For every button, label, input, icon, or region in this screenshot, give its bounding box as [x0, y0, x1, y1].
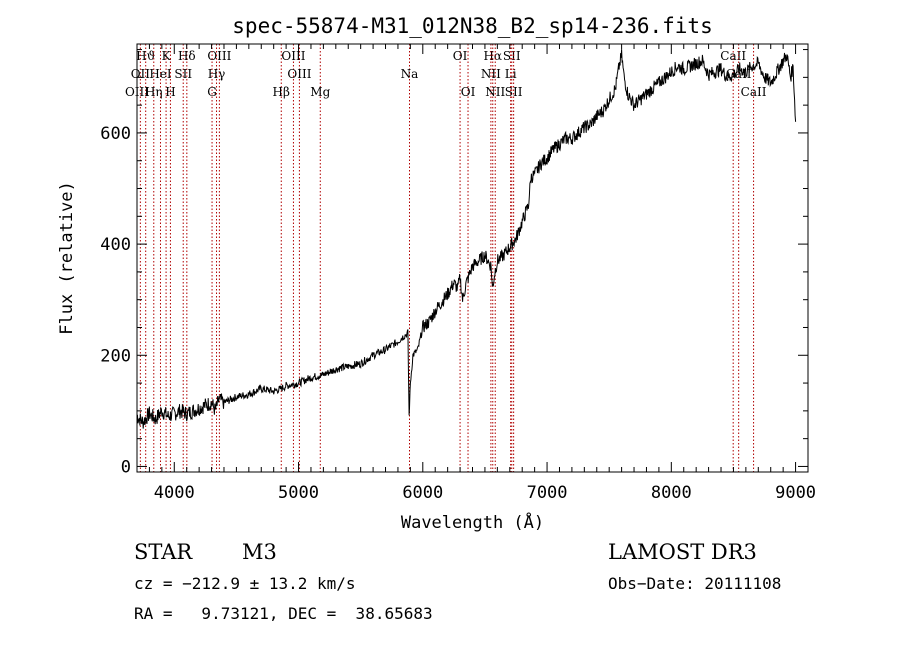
y-tick-label: 0	[121, 457, 131, 477]
line-label-24: SII	[505, 85, 523, 99]
line-label-20: SII	[503, 49, 521, 63]
series-group	[136, 49, 797, 429]
y-tick-label: 600	[100, 124, 131, 144]
survey-name: LAMOST DR3	[608, 540, 757, 564]
x-tick-label: 4000	[154, 483, 195, 503]
x-tick-label: 8000	[651, 483, 692, 503]
line-label-15: Mg	[310, 85, 330, 99]
line-label-17: OI	[453, 49, 468, 63]
chart-title: spec-55874-M31_012N38_B2_sp14-236.fits	[232, 14, 712, 38]
x-tick-label: 7000	[527, 483, 568, 503]
line-label-4: HeI	[149, 67, 172, 81]
coordinates: RA = 9.73121, DEC = 38.65683	[134, 604, 433, 623]
x-axis-label: Wavelength (Å)	[401, 511, 544, 533]
line-label-23: NII	[485, 85, 505, 99]
line-label-19: Hα	[483, 49, 502, 63]
line-label-27: CaII	[741, 85, 767, 99]
line-label-16: Na	[401, 67, 419, 81]
line-label-5: Hη	[145, 85, 163, 99]
line-label-10: Hγ	[208, 67, 226, 81]
line-label-11: G	[207, 85, 217, 99]
line-label-1: OII	[131, 67, 151, 81]
observation-date: Obs−Date: 20111108	[608, 574, 782, 593]
line-label-6: Hδ	[178, 49, 196, 63]
line-label-8: H	[165, 85, 175, 99]
series-line-0	[136, 49, 797, 429]
object-subclass: M3	[242, 540, 277, 564]
line-label-7: SII	[174, 67, 192, 81]
line-label-21: NII	[481, 67, 501, 81]
redshift-cz: cz = −212.9 ± 13.2 km/s	[134, 574, 356, 593]
line-label-25: CaII	[720, 49, 746, 63]
axes-group: 4000 5000 6000 7000 8000 9000 0 200 400 600	[100, 43, 816, 503]
line-label-18: OI	[461, 85, 476, 99]
object-class: STAR	[134, 540, 193, 564]
line-label-22: Li	[505, 67, 517, 81]
x-tick-label: 9000	[775, 483, 816, 503]
x-tick-label: 6000	[402, 483, 443, 503]
y-tick-label: 400	[100, 235, 131, 255]
line-label-14: Hβ	[273, 85, 290, 99]
line-label-3: K	[162, 49, 172, 63]
y-tick-label: 200	[100, 346, 131, 366]
line-label-12: OIII	[281, 49, 305, 63]
y-axis-label: Flux (relative)	[57, 181, 77, 335]
line-label-0: Hϑ	[136, 49, 155, 63]
line-label-13: OIII	[287, 67, 311, 81]
x-tick-label: 5000	[278, 483, 319, 503]
plot-frame	[136, 43, 809, 473]
line-label-9: OIII	[207, 49, 231, 63]
